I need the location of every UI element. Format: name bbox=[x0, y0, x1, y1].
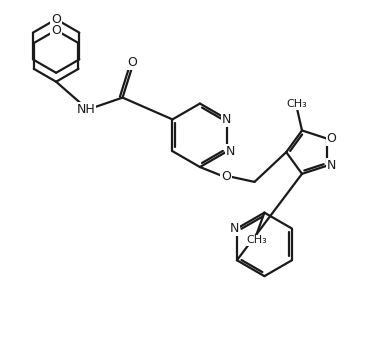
Text: O: O bbox=[327, 132, 337, 145]
Text: N: N bbox=[229, 222, 239, 235]
Text: O: O bbox=[221, 170, 231, 184]
Text: O: O bbox=[51, 13, 61, 26]
Text: O: O bbox=[127, 56, 137, 69]
Text: N: N bbox=[327, 159, 336, 172]
Text: CH₃: CH₃ bbox=[287, 99, 307, 109]
Text: N: N bbox=[222, 113, 231, 126]
Text: O: O bbox=[51, 24, 61, 37]
Text: CH₃: CH₃ bbox=[246, 235, 267, 245]
Text: N: N bbox=[226, 144, 235, 158]
Text: NH: NH bbox=[76, 103, 95, 116]
